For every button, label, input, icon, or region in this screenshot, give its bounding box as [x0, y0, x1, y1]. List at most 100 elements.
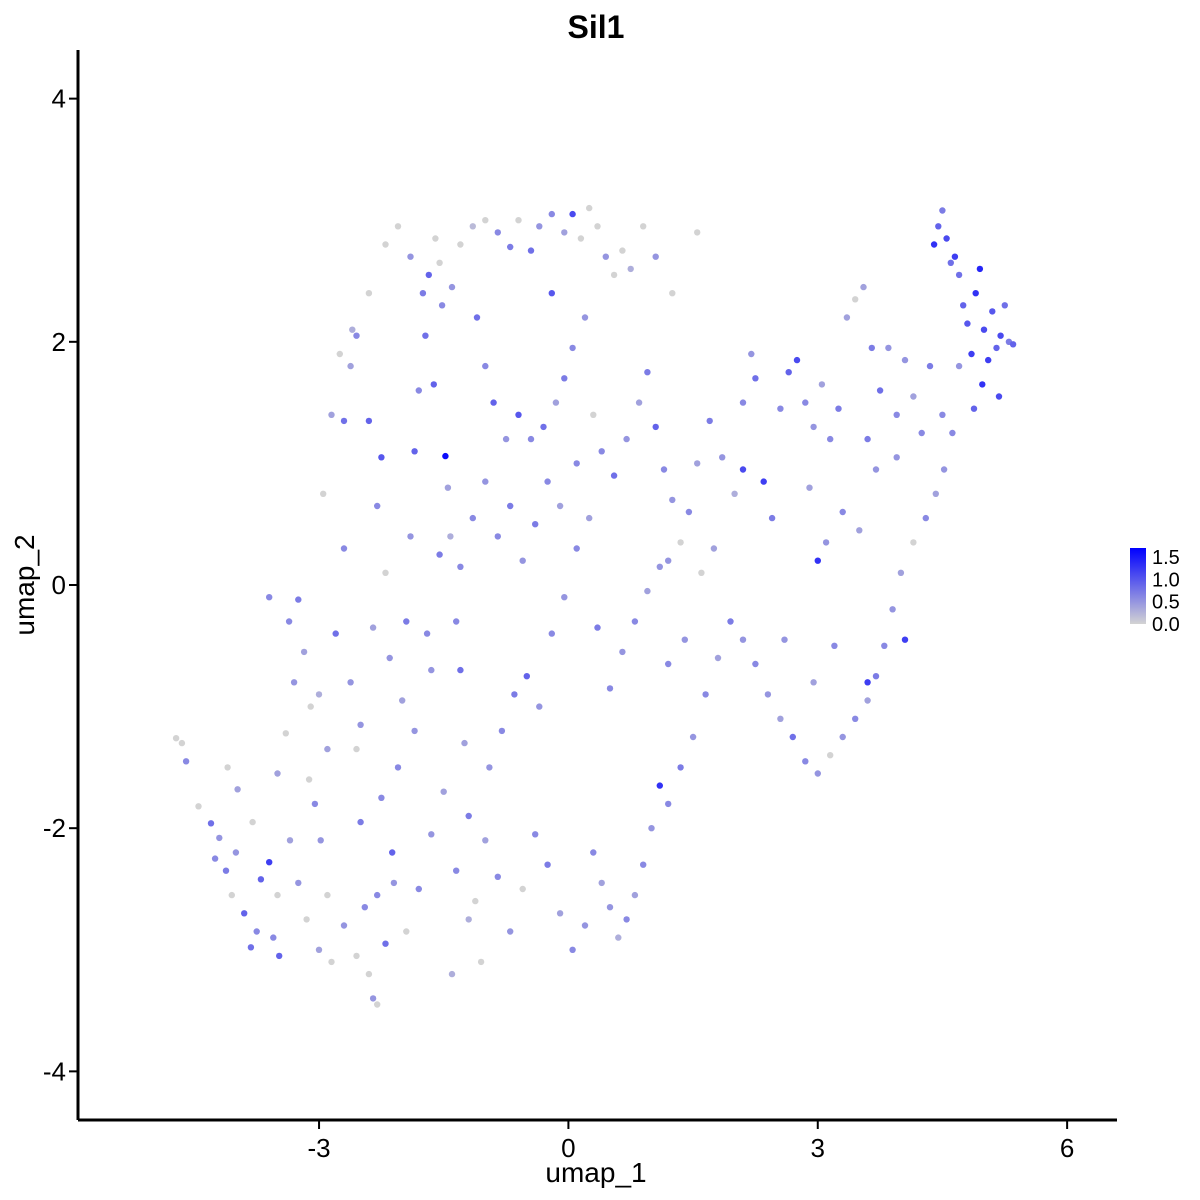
data-point	[544, 478, 551, 485]
data-point	[365, 290, 373, 297]
data-point	[195, 803, 202, 810]
data-point	[457, 563, 464, 570]
data-point	[827, 752, 834, 759]
data-point	[885, 344, 892, 352]
data-point	[482, 362, 489, 370]
x-tick-label: -3	[307, 1133, 330, 1163]
data-point	[619, 648, 626, 656]
data-point	[536, 703, 543, 710]
data-point	[656, 563, 663, 570]
data-point	[561, 594, 568, 601]
data-point	[430, 381, 437, 388]
data-point	[669, 496, 676, 504]
data-point	[694, 460, 701, 467]
data-point	[386, 654, 393, 662]
data-point	[810, 423, 817, 431]
data-point	[253, 928, 260, 935]
data-point	[447, 533, 454, 540]
data-point	[615, 934, 622, 941]
data-point	[665, 557, 672, 564]
data-point	[561, 375, 568, 382]
data-point	[172, 735, 180, 742]
data-point	[964, 320, 971, 327]
points-layer	[172, 204, 1017, 1008]
data-point	[303, 916, 310, 923]
data-point	[960, 302, 967, 309]
data-point	[548, 630, 555, 637]
data-point	[631, 891, 639, 899]
data-point	[893, 454, 900, 461]
data-point	[411, 448, 418, 455]
x-tick-label: 3	[811, 1133, 825, 1163]
data-point	[606, 685, 614, 692]
data-point	[548, 290, 555, 297]
data-point	[365, 417, 373, 425]
data-point	[444, 484, 452, 491]
data-point	[594, 624, 601, 631]
data-point	[428, 831, 435, 838]
data-point	[494, 533, 501, 540]
data-point	[802, 399, 809, 406]
data-point	[511, 691, 518, 698]
data-point	[619, 247, 626, 254]
legend-label: 0.5	[1152, 592, 1180, 614]
data-point	[864, 679, 871, 686]
data-point	[552, 399, 560, 406]
data-point	[274, 891, 281, 899]
y-tick-label: -4	[43, 1056, 66, 1086]
data-point	[648, 825, 655, 832]
data-point	[872, 466, 880, 473]
data-point	[374, 891, 381, 899]
data-point	[228, 891, 235, 899]
data-point	[411, 727, 418, 735]
data-point	[943, 235, 950, 242]
data-point	[403, 618, 410, 625]
data-point	[814, 770, 821, 777]
data-point	[739, 466, 747, 473]
data-point	[781, 636, 788, 643]
data-point	[336, 350, 343, 358]
data-point	[590, 849, 597, 856]
data-point	[247, 944, 255, 951]
data-point	[324, 891, 331, 899]
data-point	[644, 369, 651, 376]
data-point	[793, 356, 801, 364]
data-point	[748, 350, 755, 358]
data-point	[665, 800, 672, 808]
data-point	[831, 642, 838, 649]
data-point	[448, 970, 456, 978]
data-point	[644, 587, 651, 595]
data-point	[378, 794, 385, 801]
data-point	[224, 764, 231, 771]
data-point	[532, 521, 539, 528]
data-point	[635, 399, 643, 406]
data-point	[835, 405, 842, 412]
data-point	[581, 922, 589, 929]
data-point	[249, 818, 256, 826]
data-point	[577, 235, 585, 242]
data-point	[918, 429, 925, 437]
data-point	[527, 247, 535, 254]
data-point	[286, 837, 294, 844]
data-point	[428, 666, 435, 674]
data-point	[282, 730, 289, 737]
chart-title: Sil1	[568, 9, 625, 45]
data-point	[864, 697, 871, 704]
data-point	[482, 478, 489, 485]
data-point	[930, 241, 938, 248]
data-point	[789, 733, 796, 741]
data-point	[752, 375, 759, 382]
data-point	[839, 508, 846, 516]
data-point	[598, 448, 605, 455]
data-point	[274, 770, 281, 777]
y-axis-label: umap_2	[9, 534, 40, 635]
legend-label: 1.5	[1152, 547, 1180, 569]
data-point	[689, 733, 697, 741]
data-point	[482, 217, 489, 224]
data-point	[399, 697, 406, 704]
data-point	[640, 861, 647, 868]
data-point	[361, 904, 368, 911]
data-point	[852, 715, 859, 722]
data-point	[594, 223, 601, 230]
data-point	[660, 466, 668, 473]
